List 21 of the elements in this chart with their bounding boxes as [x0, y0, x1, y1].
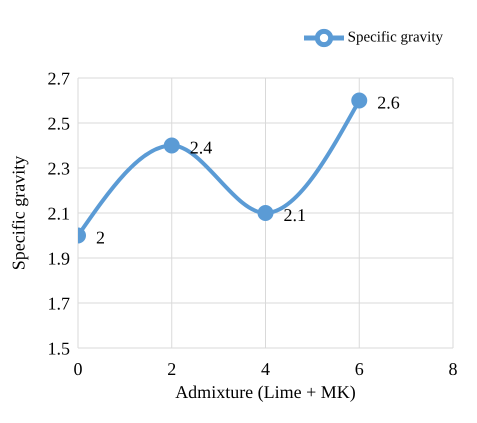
data-label: 2.4 [190, 138, 212, 158]
legend-label: Specific gravity [348, 29, 443, 46]
y-tick-label: 2.7 [48, 68, 70, 88]
y-axis-title: Specific gravity [8, 156, 28, 270]
x-tick-label: 0 [74, 358, 82, 379]
x-tick-label: 4 [261, 358, 270, 379]
data-label: 2.1 [284, 205, 306, 226]
x-tick-label: 2 [167, 358, 176, 379]
data-label: 2.6 [377, 92, 400, 113]
y-tick-label: 2.5 [48, 113, 70, 134]
y-tick-label: 2.1 [48, 203, 70, 224]
point [351, 92, 368, 108]
data-label: 2 [96, 228, 105, 248]
y-tick-label: 1.9 [48, 248, 70, 268]
x-tick-label: 6 [354, 358, 364, 379]
x-tick-label: 8 [448, 358, 458, 379]
y-tick-label: 1.7 [48, 293, 70, 314]
point [258, 205, 274, 221]
y-tick-label: 1.5 [48, 338, 70, 358]
y-tick-label: 2.3 [48, 158, 70, 178]
x-axis-title: Admixture (Lime + MK) [175, 382, 356, 402]
